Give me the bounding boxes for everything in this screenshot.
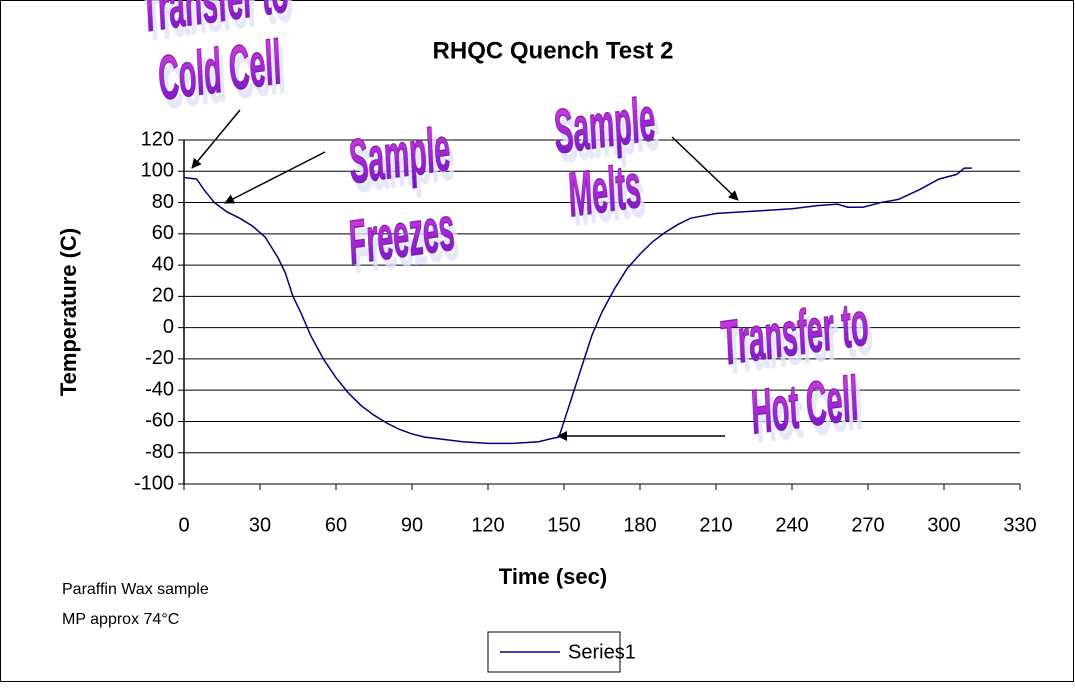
x-tick-label: 180 — [623, 514, 656, 536]
y-tick-label: -100 — [134, 472, 174, 494]
arrow — [671, 136, 739, 201]
annotation: Sample — [549, 84, 659, 167]
x-tick-label: 210 — [699, 514, 732, 536]
y-tick-label: 60 — [152, 222, 174, 244]
arrow — [191, 109, 241, 169]
annotation: Melts — [564, 151, 646, 230]
y-tick-label: 100 — [141, 160, 174, 182]
x-tick-label: 120 — [471, 514, 504, 536]
y-tick-label: 40 — [152, 253, 174, 275]
y-tick-label: 120 — [141, 128, 174, 150]
note: MP approx 74°C — [62, 611, 179, 628]
legend-label: Series1 — [568, 641, 636, 663]
chart-title: RHQC Quench Test 2 — [433, 37, 674, 64]
x-tick-label: 90 — [401, 514, 423, 536]
x-tick-label: 270 — [851, 514, 884, 536]
annotation: Freezes — [344, 194, 459, 278]
y-tick-label: 80 — [152, 191, 174, 213]
annotation: Hot Cell — [746, 364, 863, 448]
arrow — [224, 151, 326, 204]
note: Paraffin Wax sample — [62, 581, 209, 598]
x-tick-label: 0 — [178, 514, 189, 536]
annotation: Sample — [344, 114, 454, 197]
y-tick-label: -80 — [145, 441, 174, 463]
y-tick-label: 0 — [163, 316, 174, 338]
x-tick-label: 330 — [1003, 514, 1036, 536]
x-tick-label: 150 — [547, 514, 580, 536]
y-tick-label: -40 — [145, 378, 174, 400]
x-tick-label: 300 — [927, 514, 960, 536]
y-tick-label: -20 — [145, 347, 174, 369]
x-axis-label: Time (sec) — [499, 564, 607, 589]
series-line — [183, 167, 972, 445]
x-tick-label: 60 — [325, 514, 347, 536]
y-tick-label: 20 — [152, 285, 174, 307]
y-axis-label: Temperature (C) — [56, 228, 81, 396]
y-tick-label: -60 — [145, 410, 174, 432]
x-tick-label: 30 — [249, 514, 271, 536]
x-tick-label: 240 — [775, 514, 808, 536]
